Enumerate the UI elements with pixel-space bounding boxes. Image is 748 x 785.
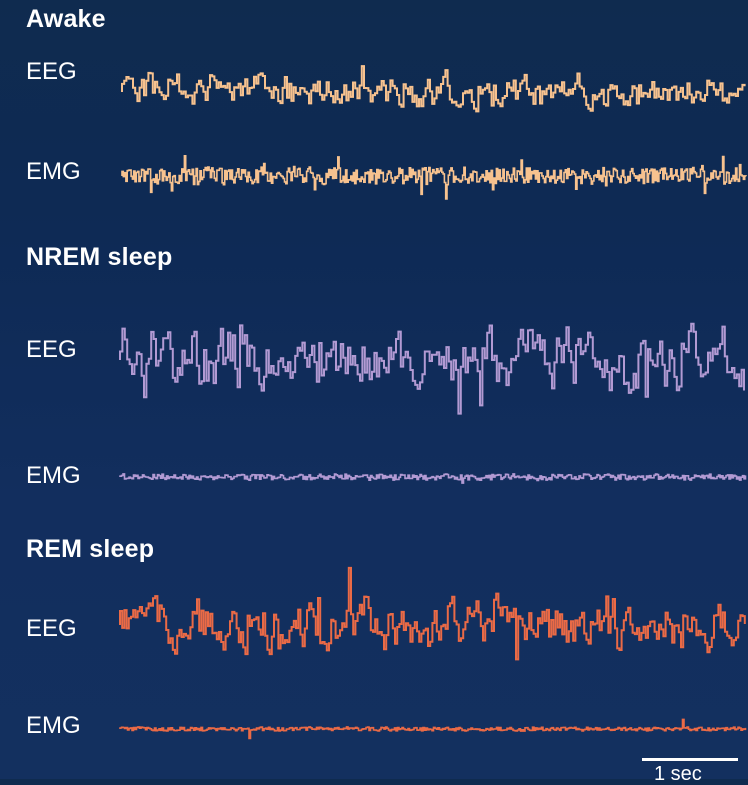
emg-label-nrem: EMG — [26, 462, 81, 489]
eeg-label-rem: EEG — [26, 615, 77, 642]
trace-rem-emg — [119, 718, 747, 740]
section-title-rem: REM sleep — [26, 535, 155, 563]
section-title-nrem: NREM sleep — [26, 243, 173, 271]
emg-label-awake: EMG — [26, 158, 81, 185]
scale-bar-label: 1 sec — [654, 763, 702, 785]
trace-rem-eeg — [119, 566, 746, 661]
emg-label-rem: EMG — [26, 712, 81, 739]
section-title-awake: Awake — [26, 5, 106, 33]
eeg-label-nrem: EEG — [26, 336, 77, 363]
trace-awake-eeg — [121, 65, 746, 113]
trace-nrem-eeg — [119, 322, 745, 415]
trace-nrem-emg — [119, 473, 747, 484]
trace-awake-emg — [121, 155, 747, 200]
eeg-label-awake: EEG — [26, 58, 77, 85]
scale-bar — [642, 758, 738, 761]
